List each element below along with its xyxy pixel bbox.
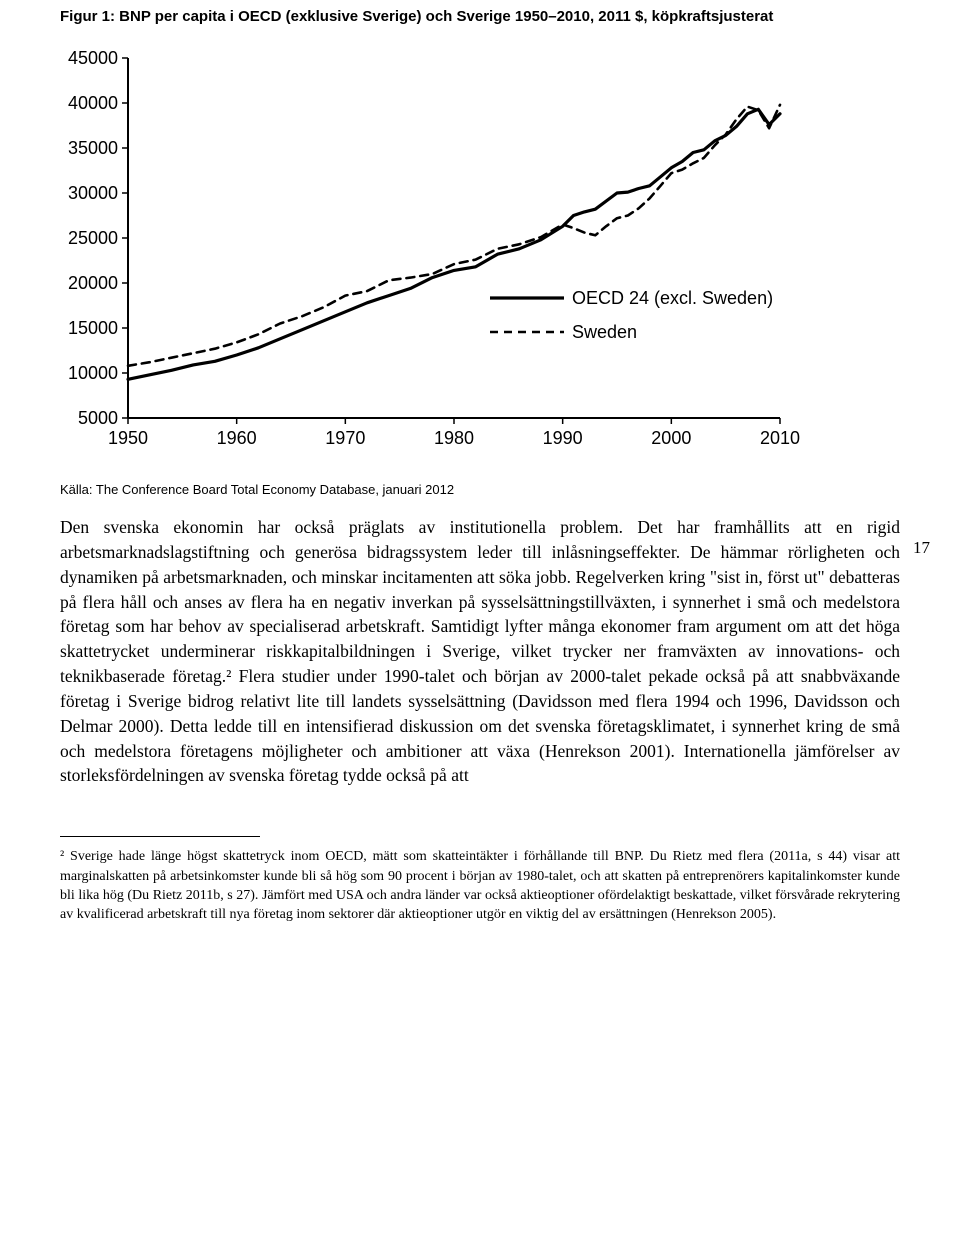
document-page: Figur 1: BNP per capita i OECD (exklusiv… xyxy=(0,8,960,1256)
svg-text:Sweden: Sweden xyxy=(572,322,637,342)
figure-source: Källa: The Conference Board Total Econom… xyxy=(60,482,900,497)
svg-text:20000: 20000 xyxy=(68,273,118,293)
line-chart: 5000 10000 15000 20000 25000 30000 35000 40000 4… xyxy=(60,43,820,463)
page-number: 17 xyxy=(913,538,930,558)
svg-text:25000: 25000 xyxy=(68,228,118,248)
body-paragraph: Den svenska ekonomin har också präglats … xyxy=(60,515,900,788)
figure-title: Figur 1: BNP per capita i OECD (exklusiv… xyxy=(60,8,900,25)
footnote-text: ² Sverige hade länge högst skattetryck i… xyxy=(60,847,900,924)
svg-text:1970: 1970 xyxy=(325,428,365,448)
footnote-divider xyxy=(60,836,260,837)
svg-text:1980: 1980 xyxy=(434,428,474,448)
svg-text:2010: 2010 xyxy=(760,428,800,448)
svg-text:35000: 35000 xyxy=(68,138,118,158)
svg-text:10000: 10000 xyxy=(68,363,118,383)
chart-container: 5000 10000 15000 20000 25000 30000 35000 40000 4… xyxy=(60,43,820,468)
svg-text:1950: 1950 xyxy=(108,428,148,448)
svg-text:40000: 40000 xyxy=(68,93,118,113)
svg-text:1960: 1960 xyxy=(217,428,257,448)
svg-text:OECD 24 (excl. Sweden): OECD 24 (excl. Sweden) xyxy=(572,288,773,308)
svg-text:45000: 45000 xyxy=(68,48,118,68)
svg-text:30000: 30000 xyxy=(68,183,118,203)
svg-text:2000: 2000 xyxy=(651,428,691,448)
svg-text:5000: 5000 xyxy=(78,408,118,428)
svg-text:1990: 1990 xyxy=(543,428,583,448)
svg-text:15000: 15000 xyxy=(68,318,118,338)
